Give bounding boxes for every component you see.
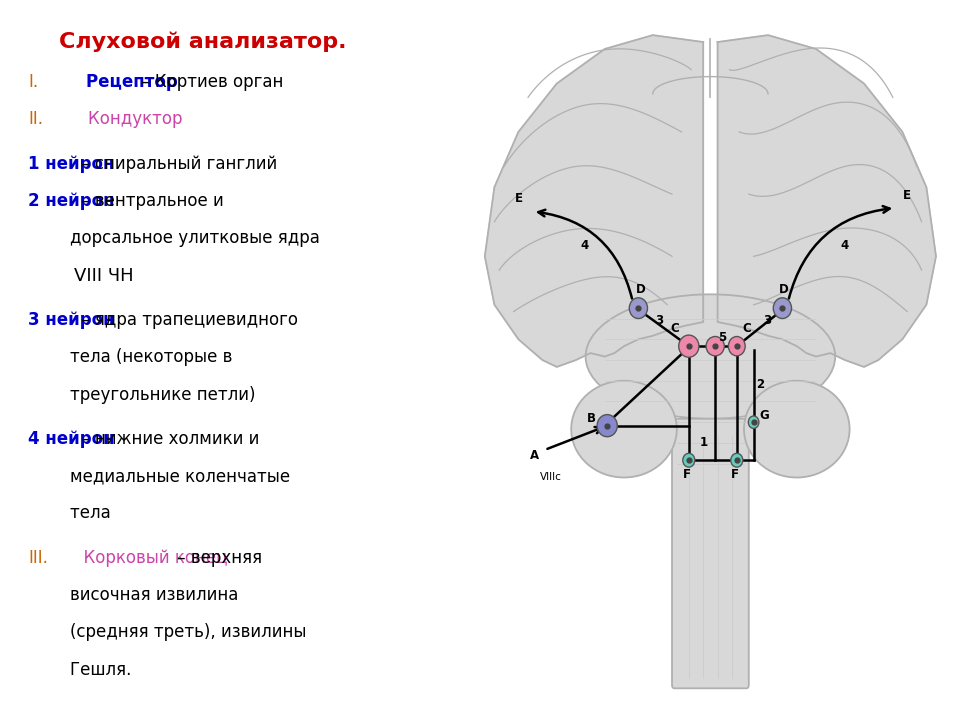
Text: 3: 3 xyxy=(655,314,663,327)
Ellipse shape xyxy=(774,298,791,318)
Text: I.: I. xyxy=(28,73,38,91)
Text: 3: 3 xyxy=(763,314,771,327)
Text: дорсальное улитковые ядра: дорсальное улитковые ядра xyxy=(28,230,320,248)
Text: Гешля.: Гешля. xyxy=(28,661,132,679)
Text: 3 нейрон: 3 нейрон xyxy=(28,311,114,329)
Text: VIIIc: VIIIc xyxy=(540,472,562,482)
Text: Слуховой анализатор.: Слуховой анализатор. xyxy=(60,32,347,52)
Text: – спиральный ганглий: – спиральный ганглий xyxy=(76,155,277,173)
Text: F: F xyxy=(683,467,691,480)
Text: 1 нейрон: 1 нейрон xyxy=(28,155,114,173)
Text: E: E xyxy=(515,192,522,205)
Ellipse shape xyxy=(630,298,647,318)
Text: 2 нейрон: 2 нейрон xyxy=(28,192,114,210)
Ellipse shape xyxy=(679,335,699,357)
Text: 2: 2 xyxy=(756,378,764,391)
Text: 5: 5 xyxy=(718,330,727,343)
Ellipse shape xyxy=(683,454,695,467)
Text: Корковый конец: Корковый конец xyxy=(52,549,228,567)
Ellipse shape xyxy=(597,415,617,437)
Text: тела (некоторые в: тела (некоторые в xyxy=(28,348,232,366)
Text: височная извилина: височная извилина xyxy=(28,586,238,604)
Text: Рецептор: Рецептор xyxy=(40,73,178,91)
Text: 4: 4 xyxy=(840,240,849,253)
Text: – верхняя: – верхняя xyxy=(172,549,262,567)
Text: 4: 4 xyxy=(581,240,589,253)
Polygon shape xyxy=(485,35,703,367)
Ellipse shape xyxy=(731,454,743,467)
Text: 4 нейрон: 4 нейрон xyxy=(28,430,114,448)
Ellipse shape xyxy=(586,294,835,419)
Ellipse shape xyxy=(571,381,677,477)
Text: II.: II. xyxy=(28,110,43,128)
Text: III.: III. xyxy=(28,549,48,567)
Text: (средняя треть), извилины: (средняя треть), извилины xyxy=(28,624,306,642)
Text: C: C xyxy=(743,323,752,336)
Text: 1: 1 xyxy=(700,436,708,449)
Ellipse shape xyxy=(706,336,724,356)
Text: Кондуктор: Кондуктор xyxy=(46,110,182,128)
Text: – ядра трапециевидного: – ядра трапециевидного xyxy=(76,311,298,329)
Text: E: E xyxy=(902,189,910,202)
Text: – Кортиев орган: – Кортиев орган xyxy=(136,73,283,91)
Text: B: B xyxy=(587,413,596,426)
Text: VIII ЧН: VIII ЧН xyxy=(28,266,133,284)
Text: C: C xyxy=(670,323,680,336)
Text: тела: тела xyxy=(28,505,110,523)
Text: – вентральное и: – вентральное и xyxy=(76,192,224,210)
Text: A: A xyxy=(530,449,540,462)
Text: G: G xyxy=(759,410,769,423)
FancyBboxPatch shape xyxy=(672,419,749,688)
Text: D: D xyxy=(636,283,646,296)
Ellipse shape xyxy=(729,336,745,356)
Text: – нижние холмики и: – нижние холмики и xyxy=(76,430,259,448)
Polygon shape xyxy=(718,35,936,367)
Text: треугольнике петли): треугольнике петли) xyxy=(28,386,255,404)
Text: F: F xyxy=(732,467,739,480)
Text: D: D xyxy=(779,283,788,296)
Ellipse shape xyxy=(744,381,850,477)
Ellipse shape xyxy=(749,416,758,428)
Text: медиальные коленчатые: медиальные коленчатые xyxy=(28,467,290,485)
